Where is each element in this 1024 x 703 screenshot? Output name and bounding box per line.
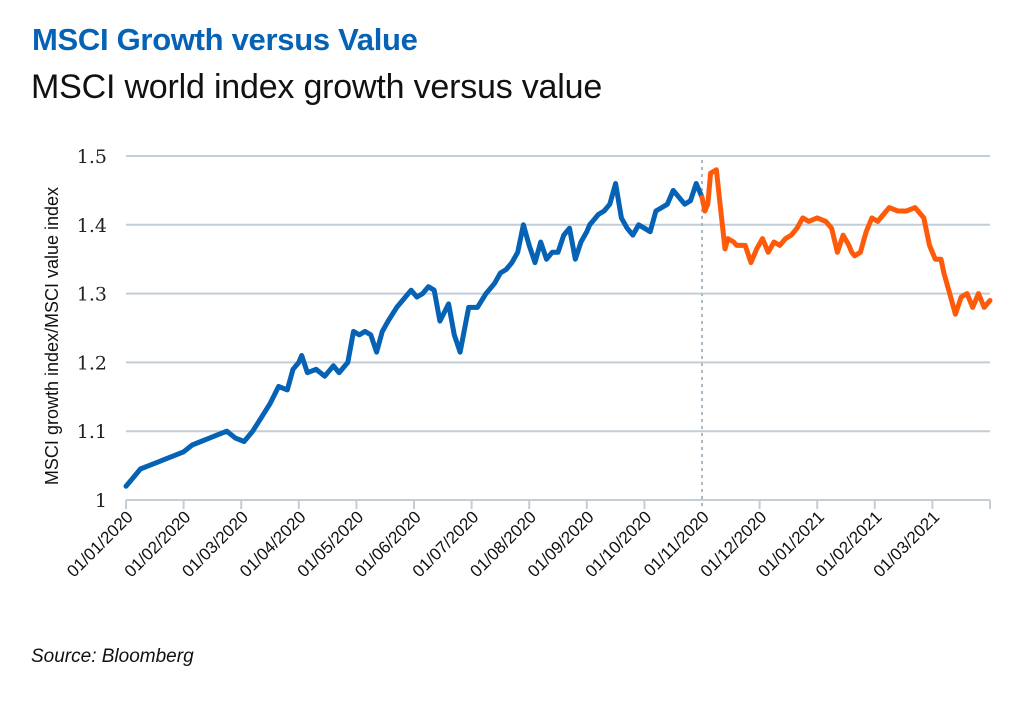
series-line-blue bbox=[123, 181, 705, 489]
y-tick-label: 1.1 bbox=[77, 421, 107, 443]
gridlines bbox=[126, 155, 990, 433]
y-tick-label: 1.2 bbox=[77, 352, 107, 374]
y-tick-label: 1.4 bbox=[77, 215, 107, 237]
chart-title: MSCI Growth versus Value bbox=[32, 22, 418, 57]
y-axis-ticks: 1 1.1 1.2 1.3 1.4 1.5 bbox=[77, 146, 107, 512]
x-axis bbox=[125, 499, 991, 509]
y-tick-label: 1.3 bbox=[77, 284, 107, 306]
y-axis-label: MSCI growth index/MSCI value index bbox=[42, 187, 62, 485]
x-axis-ticks: 01/01/202001/02/202001/03/202001/04/2020… bbox=[63, 507, 943, 581]
series-lines bbox=[123, 167, 993, 489]
chart-subtitle: MSCI world index growth versus value bbox=[31, 68, 603, 106]
source-note: Source: Bloomberg bbox=[31, 646, 194, 667]
series-line-orange bbox=[699, 167, 993, 317]
y-tick-label: 1.5 bbox=[77, 146, 107, 168]
y-tick-label: 1 bbox=[95, 490, 107, 512]
